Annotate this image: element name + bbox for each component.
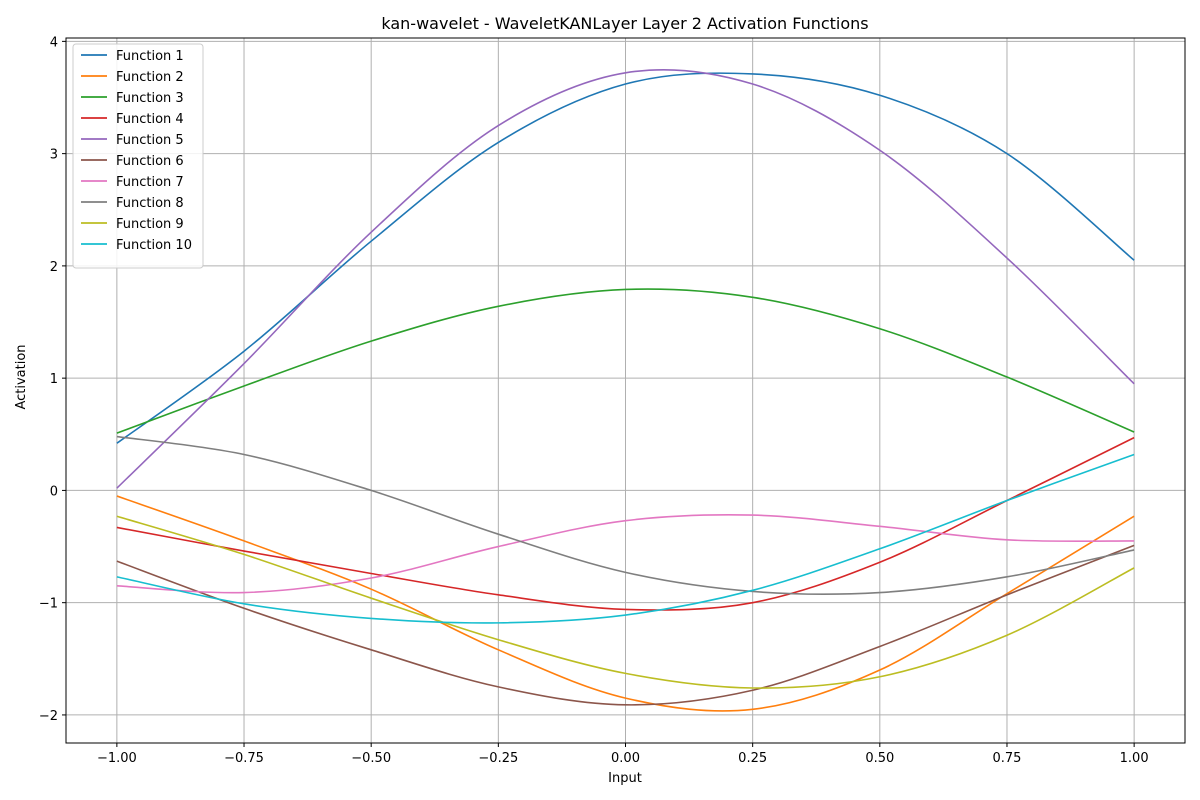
legend-label: Function 4 [116, 112, 184, 127]
series-line-function-10 [116, 453, 1135, 624]
y-tick-label: 0 [50, 484, 58, 499]
y-tick-label: 2 [50, 260, 58, 275]
axis-ticks: −1.00 −0.75 −0.50 −0.25 0.00 0.25 0.50 0.75 1.00… [39, 35, 1149, 766]
legend-box [72, 43, 204, 269]
series-line-function-3 [116, 288, 1135, 434]
x-tick-label: 0.75 [993, 751, 1022, 766]
series-line-function-2 [116, 495, 1135, 712]
series-line-function-6 [116, 544, 1135, 706]
x-tick-label: 0.00 [611, 751, 640, 766]
legend-label: Function 8 [116, 196, 184, 211]
x-tick-label: −1.00 [97, 751, 137, 766]
y-tick-label: 4 [50, 35, 58, 50]
y-tick-label: 3 [50, 148, 58, 163]
series-line-function-4 [116, 436, 1135, 611]
x-tick-label: −0.50 [351, 751, 391, 766]
legend-label: Function 1 [116, 49, 184, 64]
series-line-function-7 [116, 514, 1135, 594]
series-line-function-5 [116, 68, 1135, 489]
y-axis-label: Activation [14, 344, 29, 409]
legend-label: Function 5 [116, 133, 184, 148]
legend-label: Function 9 [116, 217, 184, 232]
legend-label: Function 3 [116, 91, 184, 106]
series-line-function-9 [116, 515, 1135, 689]
grid [66, 38, 1185, 743]
series-line-function-8 [116, 435, 1135, 596]
y-tick-label: −1 [39, 597, 58, 612]
chart-title: kan-wavelet - WaveletKANLayer Layer 2 Ac… [381, 14, 868, 33]
x-tick-label: −0.75 [224, 751, 264, 766]
x-tick-label: 1.00 [1120, 751, 1149, 766]
legend-label: Function 6 [116, 154, 184, 169]
series-line-function-1 [116, 72, 1135, 444]
x-tick-label: −0.25 [478, 751, 518, 766]
x-tick-label: 0.50 [865, 751, 894, 766]
legend-label: Function 10 [116, 238, 192, 253]
legend: Function 1 Function 2 Function 3 Function 4… [72, 43, 204, 269]
y-tick-label: 1 [50, 372, 58, 387]
y-tick-label: −2 [39, 709, 58, 724]
series-lines [116, 68, 1135, 712]
x-tick-label: 0.25 [738, 751, 767, 766]
legend-label: Function 7 [116, 175, 184, 190]
legend-label: Function 2 [116, 70, 184, 85]
x-axis-label: Input [608, 771, 642, 786]
